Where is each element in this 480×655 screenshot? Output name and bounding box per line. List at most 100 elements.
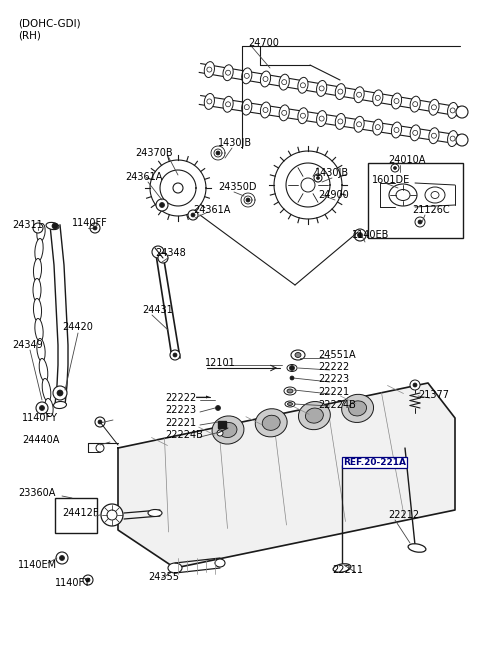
Ellipse shape xyxy=(447,130,458,147)
Ellipse shape xyxy=(408,544,426,552)
Circle shape xyxy=(319,86,324,91)
Text: 24311: 24311 xyxy=(12,220,43,230)
Circle shape xyxy=(90,223,100,233)
Ellipse shape xyxy=(168,563,182,573)
Circle shape xyxy=(226,70,230,75)
Text: 22223: 22223 xyxy=(165,405,196,415)
Ellipse shape xyxy=(279,105,289,121)
Text: 22224B: 22224B xyxy=(318,400,356,410)
Ellipse shape xyxy=(45,398,53,417)
Circle shape xyxy=(191,213,195,217)
Ellipse shape xyxy=(299,402,330,430)
Ellipse shape xyxy=(372,119,383,135)
Text: 22221: 22221 xyxy=(165,418,196,428)
Circle shape xyxy=(56,552,68,564)
Ellipse shape xyxy=(372,90,383,106)
Text: 24361A: 24361A xyxy=(193,205,230,215)
Circle shape xyxy=(158,253,168,263)
Circle shape xyxy=(413,130,418,136)
Text: 24361A: 24361A xyxy=(125,172,162,182)
Ellipse shape xyxy=(287,389,293,393)
Ellipse shape xyxy=(241,68,252,84)
Ellipse shape xyxy=(288,403,292,405)
Circle shape xyxy=(394,166,396,170)
Circle shape xyxy=(207,67,212,72)
Text: 24700: 24700 xyxy=(248,38,279,48)
Ellipse shape xyxy=(298,108,308,124)
Text: 24010A: 24010A xyxy=(388,155,425,165)
Text: 1601DE: 1601DE xyxy=(372,175,410,185)
Circle shape xyxy=(282,80,287,84)
Ellipse shape xyxy=(255,409,287,437)
Ellipse shape xyxy=(34,299,42,322)
Text: 24440A: 24440A xyxy=(22,435,60,445)
Ellipse shape xyxy=(396,189,410,200)
Ellipse shape xyxy=(262,415,280,430)
Circle shape xyxy=(36,402,48,414)
Text: 22222: 22222 xyxy=(165,393,196,403)
Ellipse shape xyxy=(333,564,351,572)
Ellipse shape xyxy=(429,128,439,143)
Text: 24551A: 24551A xyxy=(318,350,356,360)
Circle shape xyxy=(246,198,250,202)
Circle shape xyxy=(375,124,380,130)
Ellipse shape xyxy=(391,122,402,138)
Ellipse shape xyxy=(101,504,123,526)
Circle shape xyxy=(170,350,180,360)
Circle shape xyxy=(338,119,343,124)
Circle shape xyxy=(357,122,361,127)
Circle shape xyxy=(290,376,294,380)
Circle shape xyxy=(156,199,168,211)
Ellipse shape xyxy=(279,74,289,90)
Circle shape xyxy=(394,128,399,132)
Ellipse shape xyxy=(410,96,420,112)
Ellipse shape xyxy=(354,117,364,132)
Ellipse shape xyxy=(223,96,233,112)
Circle shape xyxy=(96,444,104,452)
Ellipse shape xyxy=(295,352,301,358)
Circle shape xyxy=(93,226,97,230)
Circle shape xyxy=(450,136,455,141)
Text: 22211: 22211 xyxy=(332,565,363,575)
Text: 1140FY: 1140FY xyxy=(55,578,91,588)
Text: 1140FF: 1140FF xyxy=(72,218,108,228)
Ellipse shape xyxy=(46,223,59,230)
Ellipse shape xyxy=(348,401,367,416)
Ellipse shape xyxy=(212,416,244,444)
Circle shape xyxy=(173,183,183,193)
Circle shape xyxy=(86,578,90,582)
Ellipse shape xyxy=(148,510,162,517)
Bar xyxy=(55,498,97,533)
Text: 24350D: 24350D xyxy=(218,182,256,192)
Ellipse shape xyxy=(42,379,51,402)
Text: 1140EB: 1140EB xyxy=(352,230,389,240)
Ellipse shape xyxy=(53,402,67,409)
Text: 24431: 24431 xyxy=(142,305,173,315)
Circle shape xyxy=(244,73,249,79)
Circle shape xyxy=(289,365,295,371)
Circle shape xyxy=(53,386,67,400)
Circle shape xyxy=(432,105,436,110)
Circle shape xyxy=(338,89,343,94)
Ellipse shape xyxy=(389,184,417,206)
Circle shape xyxy=(95,417,105,427)
Circle shape xyxy=(188,210,198,220)
Circle shape xyxy=(60,555,64,561)
Text: 24420: 24420 xyxy=(62,322,93,332)
Text: 23360A: 23360A xyxy=(18,488,55,498)
Bar xyxy=(218,421,226,428)
Ellipse shape xyxy=(316,111,327,126)
Circle shape xyxy=(418,220,422,224)
Text: 1140FY: 1140FY xyxy=(22,413,58,423)
Ellipse shape xyxy=(35,318,43,341)
Circle shape xyxy=(33,223,43,233)
Text: 24900: 24900 xyxy=(318,190,349,200)
Circle shape xyxy=(216,405,220,411)
Text: 24412F: 24412F xyxy=(62,508,98,518)
Text: 12101: 12101 xyxy=(205,358,236,368)
Ellipse shape xyxy=(456,106,468,118)
Ellipse shape xyxy=(335,113,346,130)
Circle shape xyxy=(282,110,287,115)
Ellipse shape xyxy=(316,81,327,96)
Ellipse shape xyxy=(298,77,308,93)
